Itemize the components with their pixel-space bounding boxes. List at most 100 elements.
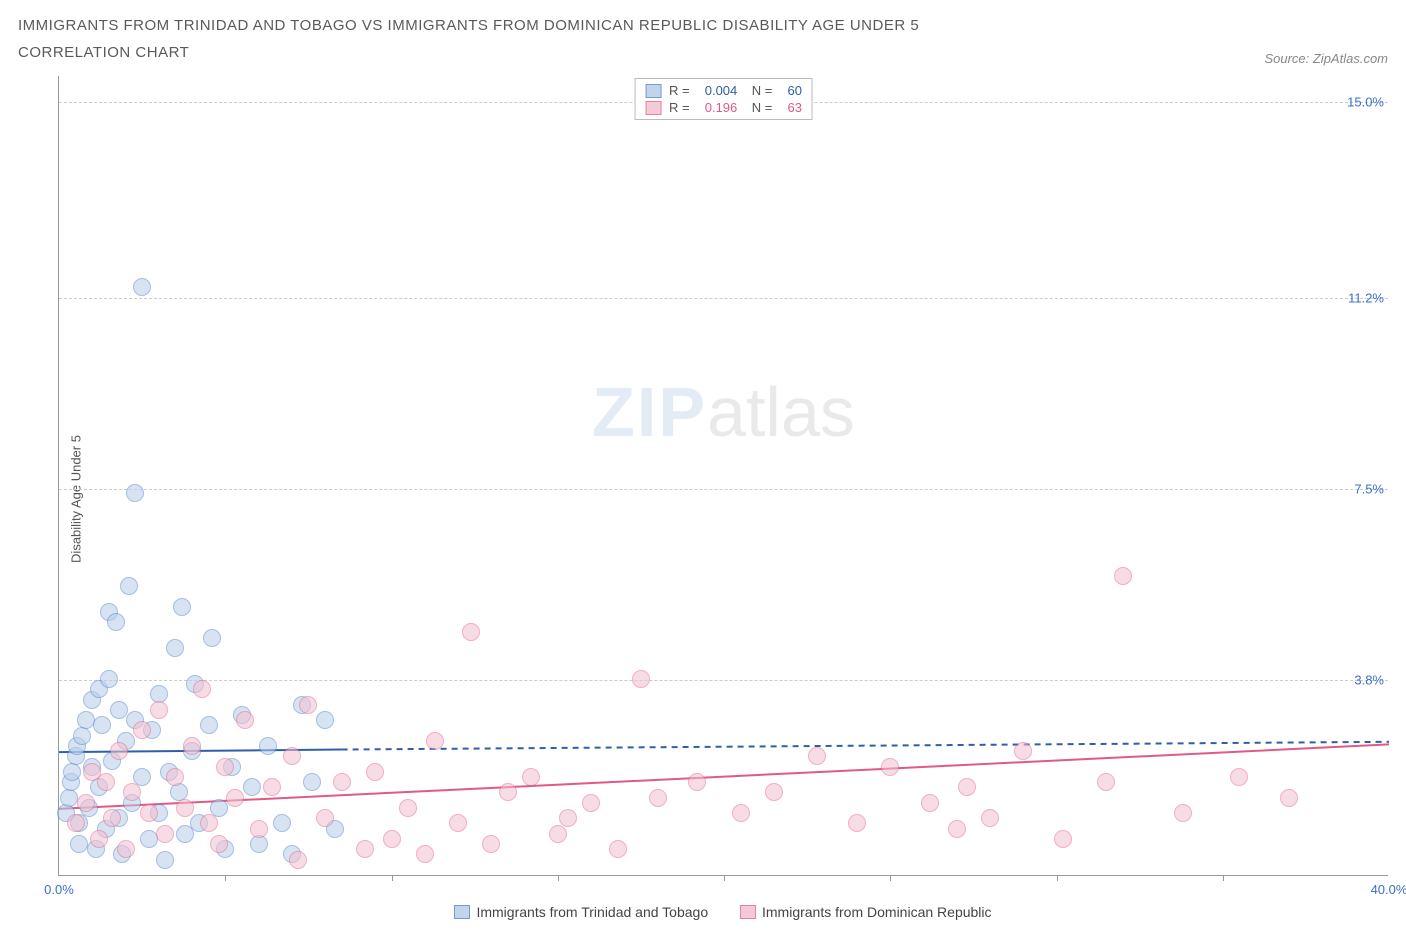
data-point: [948, 820, 966, 838]
y-tick-label: 15.0%: [1347, 94, 1390, 109]
title-line-1: IMMIGRANTS FROM TRINIDAD AND TOBAGO VS I…: [18, 12, 919, 39]
x-tick-mark: [1057, 875, 1058, 881]
data-point: [133, 721, 151, 739]
legend-item-1: Immigrants from Trinidad and Tobago: [454, 904, 708, 920]
data-point: [1230, 768, 1248, 786]
data-point: [333, 773, 351, 791]
data-point: [156, 851, 174, 869]
data-point: [176, 799, 194, 817]
data-point: [216, 758, 234, 776]
trend-line: [59, 744, 1389, 809]
legend-bottom: Immigrants from Trinidad and Tobago Immi…: [58, 904, 1388, 922]
data-point: [77, 711, 95, 729]
legend-stats-row-2: R = 0.196 N = 63: [645, 100, 802, 115]
data-point: [921, 794, 939, 812]
data-point: [299, 696, 317, 714]
data-point: [482, 835, 500, 853]
gridline: [59, 680, 1388, 681]
data-point: [416, 845, 434, 863]
data-point: [399, 799, 417, 817]
data-point: [273, 814, 291, 832]
data-point: [140, 804, 158, 822]
data-point: [156, 825, 174, 843]
r-value-1: 0.004: [693, 83, 737, 98]
data-point: [193, 680, 211, 698]
data-point: [1174, 804, 1192, 822]
data-point: [107, 613, 125, 631]
data-point: [110, 701, 128, 719]
data-point: [549, 825, 567, 843]
data-point: [166, 639, 184, 657]
data-point: [808, 747, 826, 765]
data-point: [226, 789, 244, 807]
data-point: [73, 727, 91, 745]
data-point: [203, 629, 221, 647]
data-point: [210, 835, 228, 853]
source-label: Source: ZipAtlas.com: [1264, 51, 1388, 66]
data-point: [110, 742, 128, 760]
data-point: [133, 278, 151, 296]
data-point: [449, 814, 467, 832]
data-point: [426, 732, 444, 750]
n-value-1: 60: [776, 83, 802, 98]
data-point: [881, 758, 899, 776]
data-point: [289, 851, 307, 869]
data-point: [848, 814, 866, 832]
data-point: [303, 773, 321, 791]
swatch-bottom-1: [454, 905, 470, 919]
data-point: [316, 809, 334, 827]
legend-stats: R = 0.004 N = 60 R = 0.196 N = 63: [634, 78, 813, 120]
data-point: [117, 840, 135, 858]
data-point: [250, 820, 268, 838]
data-point: [100, 670, 118, 688]
data-point: [97, 773, 115, 791]
n-value-2: 63: [776, 100, 802, 115]
trend-lines: [59, 76, 1388, 875]
data-point: [582, 794, 600, 812]
data-point: [259, 737, 277, 755]
data-point: [1054, 830, 1072, 848]
data-point: [1114, 567, 1132, 585]
watermark-atlas: atlas: [707, 373, 855, 451]
legend-stats-row-1: R = 0.004 N = 60: [645, 83, 802, 98]
y-tick-label: 7.5%: [1354, 481, 1390, 496]
data-point: [140, 830, 158, 848]
y-tick-label: 3.8%: [1354, 672, 1390, 687]
x-tick-mark: [724, 875, 725, 881]
data-point: [70, 835, 88, 853]
swatch-bottom-2: [740, 905, 756, 919]
data-point: [356, 840, 374, 858]
data-point: [200, 814, 218, 832]
data-point: [499, 783, 517, 801]
data-point: [60, 789, 78, 807]
data-point: [103, 809, 121, 827]
data-point: [1280, 789, 1298, 807]
data-point: [383, 830, 401, 848]
x-tick-label: 40.0%: [1371, 882, 1406, 897]
data-point: [366, 763, 384, 781]
data-point: [150, 701, 168, 719]
data-point: [123, 783, 141, 801]
scatter-plot: ZIPatlas R = 0.004 N = 60 R = 0.196: [58, 76, 1388, 876]
x-tick-mark: [558, 875, 559, 881]
data-point: [688, 773, 706, 791]
data-point: [166, 768, 184, 786]
x-tick-mark: [225, 875, 226, 881]
data-point: [632, 670, 650, 688]
x-tick-mark: [890, 875, 891, 881]
data-point: [283, 747, 301, 765]
data-point: [462, 623, 480, 641]
data-point: [263, 778, 281, 796]
legend-label-1: Immigrants from Trinidad and Tobago: [476, 904, 708, 920]
data-point: [243, 778, 261, 796]
r-value-2: 0.196: [693, 100, 737, 115]
data-point: [981, 809, 999, 827]
gridline: [59, 489, 1388, 490]
data-point: [183, 737, 201, 755]
data-point: [649, 789, 667, 807]
data-point: [1014, 742, 1032, 760]
data-point: [126, 484, 144, 502]
data-point: [765, 783, 783, 801]
watermark: ZIPatlas: [592, 372, 855, 452]
data-point: [522, 768, 540, 786]
